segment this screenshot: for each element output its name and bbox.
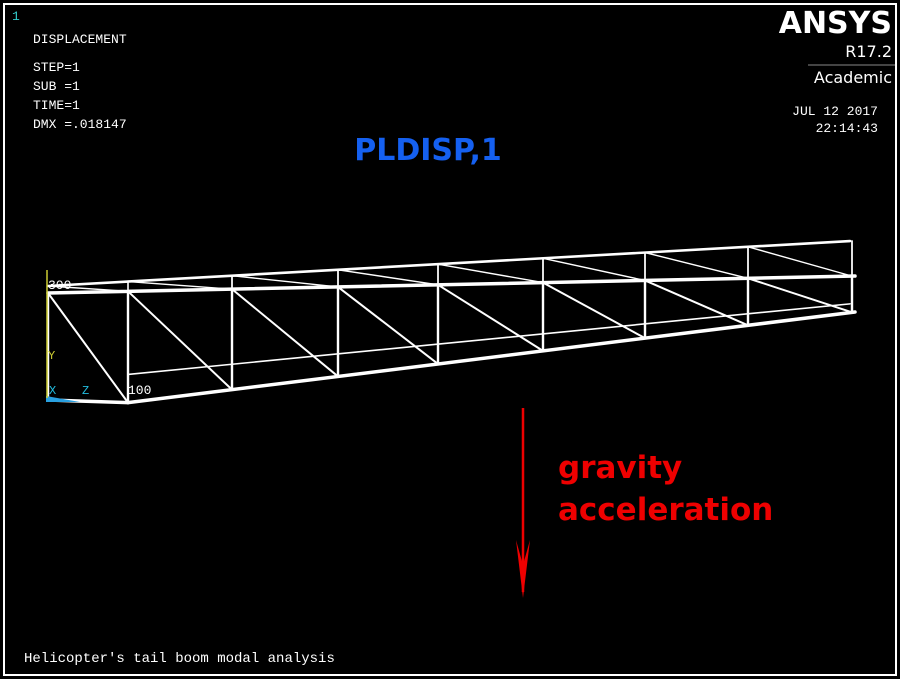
legend-title: DISPLACEMENT <box>33 32 127 47</box>
truss-member <box>337 285 439 365</box>
truss-member <box>127 280 233 290</box>
truss-member <box>437 263 544 284</box>
legend-line: DMX =.018147 <box>33 117 127 132</box>
truss-member <box>46 239 852 288</box>
truss-member <box>437 283 544 352</box>
truss-member <box>127 290 233 391</box>
truss-member <box>46 274 857 295</box>
truss-member <box>47 292 129 404</box>
logo-version: R17.2 <box>845 42 892 61</box>
truss-member <box>126 310 857 405</box>
legend-line: TIME=1 <box>33 98 80 113</box>
truss-member <box>747 277 853 314</box>
annotation-line: gravity <box>558 450 682 486</box>
axis-label: Z <box>82 384 89 398</box>
support-triad <box>46 396 80 402</box>
truss-member <box>337 269 439 286</box>
footer-title: Helicopter's tail boom modal analysis <box>24 651 335 667</box>
truss-member <box>542 281 646 340</box>
node-label: 300 <box>48 278 71 293</box>
truss-member <box>644 279 749 327</box>
window-number: 1 <box>12 9 20 24</box>
command-label: PLDISP,1 <box>354 133 502 168</box>
truss-member <box>747 246 853 277</box>
truss-member <box>644 251 749 279</box>
node-label: 100 <box>128 383 151 398</box>
legend-line: SUB =1 <box>33 79 80 94</box>
axis-label: Y <box>48 349 55 363</box>
time: 22:14:43 <box>816 121 878 136</box>
window-border <box>3 3 897 676</box>
legend-line: STEP=1 <box>33 60 80 75</box>
truss-member <box>127 303 851 376</box>
truss-member <box>231 274 339 288</box>
axis-label: X <box>49 384 56 398</box>
logo-edition: Academic <box>814 68 892 87</box>
gravity-arrowhead <box>516 540 530 598</box>
logo-name: ANSYS <box>779 6 892 41</box>
truss-member <box>542 257 646 282</box>
truss-model <box>46 239 857 405</box>
truss-member <box>47 285 129 293</box>
date: JUL 12 2017 <box>792 104 878 119</box>
annotation-line: acceleration <box>558 492 773 528</box>
truss-member <box>231 288 339 378</box>
